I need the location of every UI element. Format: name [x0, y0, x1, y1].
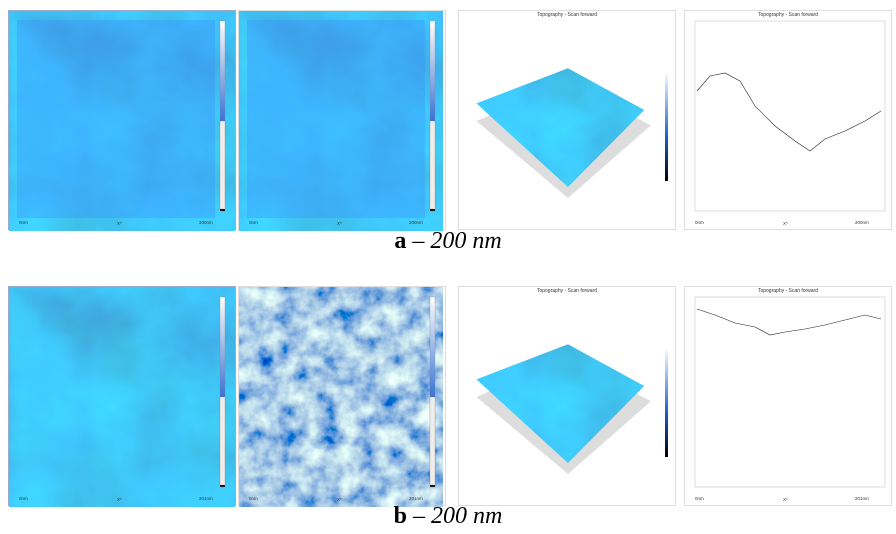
afm-panel: Topography - Scan forward	[458, 10, 676, 230]
height-profile	[697, 73, 881, 151]
caption-dash: –	[413, 503, 425, 529]
x-end-label: 200nm	[855, 220, 869, 225]
x-end-label: 200nm	[199, 220, 213, 225]
panel-graphic	[9, 287, 237, 507]
caption-dash: –	[412, 228, 424, 254]
afm-shade	[17, 20, 215, 218]
caption: b – 200 nm	[0, 503, 896, 530]
caption-text: 200 nm	[430, 228, 501, 254]
x-start-label: 0nm	[695, 496, 704, 501]
panel-graphic	[239, 11, 447, 231]
x-mid-label: X*	[117, 497, 122, 502]
scale-slider	[430, 397, 435, 485]
height-profile	[697, 309, 881, 335]
x-start-label: 0nm	[19, 496, 28, 501]
x-start-label: 0nm	[249, 220, 258, 225]
panel-graphic	[9, 11, 237, 231]
scale-slider	[430, 121, 435, 209]
caption-text: 200 nm	[431, 503, 502, 529]
color-bar	[665, 347, 668, 457]
x-start-label: 0nm	[249, 496, 258, 501]
x-start-label: 0nm	[695, 220, 704, 225]
scale-slider	[220, 397, 225, 485]
x-start-label: 0nm	[19, 220, 28, 225]
scale-slider	[220, 121, 225, 209]
caption: a – 200 nm	[0, 228, 896, 255]
panel-graphic	[685, 11, 893, 231]
panel-graphic	[459, 11, 677, 231]
afm-image	[17, 296, 215, 494]
x-end-label: 201nm	[855, 496, 869, 501]
afm-shade	[247, 20, 425, 218]
figure: Topography - Scan forward 0nm X* 200nm Topog…	[0, 0, 896, 534]
x-mid-label: X*	[337, 221, 342, 226]
afm-image	[247, 296, 425, 494]
x-mid-label: X*	[117, 221, 122, 226]
panel-graphic	[685, 287, 893, 507]
x-end-label: 200nm	[409, 220, 423, 225]
x-mid-label: X*	[337, 497, 342, 502]
plot-frame	[695, 297, 885, 487]
plot-frame	[695, 21, 885, 211]
panel-graphic	[459, 287, 677, 507]
panel-graphic	[239, 287, 447, 507]
x-mid-label: X*	[783, 221, 788, 226]
x-mid-label: X*	[783, 497, 788, 502]
x-end-label: 201nm	[409, 496, 423, 501]
caption-letter: b	[394, 503, 407, 529]
x-end-label: 201nm	[199, 496, 213, 501]
caption-letter: a	[394, 228, 406, 254]
color-bar	[665, 71, 668, 181]
afm-panel: Topography - Scan forward	[458, 286, 676, 506]
